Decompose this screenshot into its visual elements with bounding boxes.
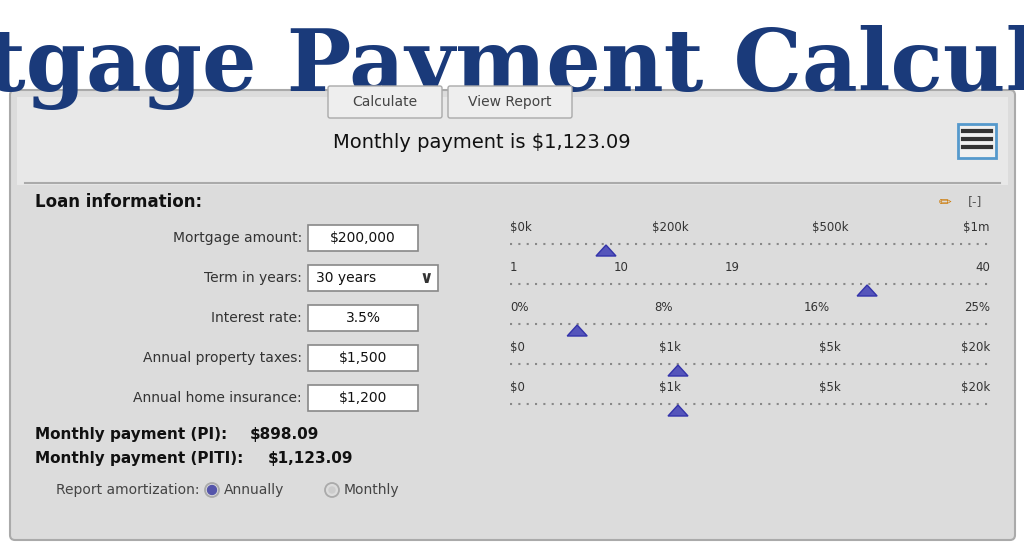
Text: $1,500: $1,500 [339, 351, 387, 365]
Text: Report amortization:: Report amortization: [56, 483, 200, 497]
Circle shape [208, 486, 216, 494]
FancyBboxPatch shape [17, 97, 1008, 185]
Text: 0%: 0% [510, 301, 528, 314]
FancyBboxPatch shape [308, 345, 418, 371]
Text: Loan information:: Loan information: [35, 193, 202, 211]
FancyBboxPatch shape [308, 305, 418, 331]
Polygon shape [567, 325, 587, 336]
Text: Monthly: Monthly [344, 483, 399, 497]
Text: 8%: 8% [654, 301, 673, 314]
Text: $200k: $200k [651, 221, 688, 234]
FancyBboxPatch shape [10, 90, 1015, 540]
Text: $1,123.09: $1,123.09 [268, 451, 353, 465]
Polygon shape [668, 405, 688, 416]
Text: $0k: $0k [510, 221, 531, 234]
FancyBboxPatch shape [958, 124, 996, 158]
Circle shape [329, 487, 335, 493]
Text: $1k: $1k [658, 341, 681, 354]
Text: Annual home insurance:: Annual home insurance: [133, 391, 302, 405]
FancyBboxPatch shape [308, 385, 418, 411]
Text: $500k: $500k [812, 221, 849, 234]
Text: 1: 1 [510, 261, 517, 274]
Text: 19: 19 [724, 261, 739, 274]
Text: $0: $0 [510, 381, 525, 394]
FancyBboxPatch shape [449, 86, 572, 118]
Text: ∨: ∨ [419, 269, 433, 287]
Text: $1m: $1m [964, 221, 990, 234]
Text: 16%: 16% [804, 301, 830, 314]
Text: [-]: [-] [968, 196, 982, 209]
Text: Mortgage amount:: Mortgage amount: [173, 231, 302, 245]
Text: $1k: $1k [658, 381, 681, 394]
Text: View Report: View Report [468, 95, 552, 109]
Text: 40: 40 [975, 261, 990, 274]
Text: 3.5%: 3.5% [345, 311, 381, 325]
FancyBboxPatch shape [328, 86, 442, 118]
Text: $898.09: $898.09 [250, 427, 319, 443]
Text: Monthly payment (PITI):: Monthly payment (PITI): [35, 451, 244, 465]
FancyBboxPatch shape [308, 265, 438, 291]
Text: $1,200: $1,200 [339, 391, 387, 405]
Text: ✏: ✏ [939, 195, 951, 209]
Text: Annually: Annually [224, 483, 285, 497]
Text: 10: 10 [613, 261, 629, 274]
Text: $0: $0 [510, 341, 525, 354]
Text: 25%: 25% [964, 301, 990, 314]
Text: Mortgage Payment Calculator: Mortgage Payment Calculator [0, 26, 1024, 111]
Polygon shape [857, 285, 878, 296]
Text: Monthly payment (PI):: Monthly payment (PI): [35, 427, 227, 443]
Text: $200,000: $200,000 [330, 231, 396, 245]
FancyBboxPatch shape [308, 225, 418, 251]
Text: Term in years:: Term in years: [204, 271, 302, 285]
Text: Annual property taxes:: Annual property taxes: [143, 351, 302, 365]
Text: $20k: $20k [961, 341, 990, 354]
Text: 30 years: 30 years [316, 271, 376, 285]
Polygon shape [596, 245, 616, 256]
Polygon shape [668, 365, 688, 376]
Text: $20k: $20k [961, 381, 990, 394]
Text: $5k: $5k [819, 341, 841, 354]
Text: Monthly payment is $1,123.09: Monthly payment is $1,123.09 [333, 134, 631, 153]
Text: Interest rate:: Interest rate: [211, 311, 302, 325]
Text: $5k: $5k [819, 381, 841, 394]
Text: Calculate: Calculate [352, 95, 418, 109]
